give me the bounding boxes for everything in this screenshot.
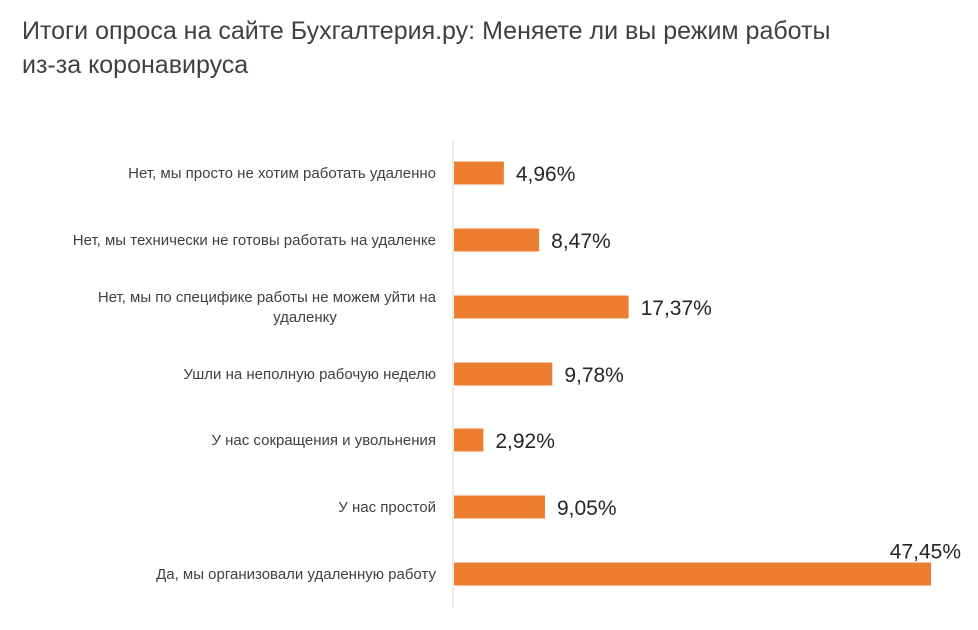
- category-label-line: Да, мы организовали удаленную работу: [156, 566, 436, 583]
- category-label: У нас простой: [338, 499, 436, 516]
- bars-group: [454, 161, 931, 586]
- value-label: 8,47%: [551, 230, 611, 253]
- bar: [454, 495, 545, 519]
- bar: [454, 161, 504, 185]
- value-label: 9,05%: [557, 497, 617, 520]
- category-label-line: Ушли на неполную рабочую неделю: [183, 366, 436, 383]
- category-label-line: удаленку: [273, 309, 337, 326]
- value-label: 9,78%: [564, 364, 624, 387]
- value-label: 47,45%: [890, 541, 961, 564]
- bar: [454, 362, 553, 386]
- category-labels-group: Нет, мы просто не хотим работать удаленн…: [73, 165, 437, 583]
- bar: [454, 562, 931, 586]
- category-label: Нет, мы просто не хотим работать удаленн…: [128, 165, 436, 182]
- value-label: 2,92%: [495, 430, 555, 453]
- category-label-line: У нас сокращения и увольнения: [211, 432, 436, 449]
- category-label: Нет, мы технически не готовы работать на…: [73, 232, 436, 249]
- bar: [454, 428, 484, 452]
- value-label: 17,37%: [641, 297, 712, 320]
- chart-title: Итоги опроса на сайте Бухгалтерия.ру: Ме…: [22, 17, 831, 79]
- category-label: Ушли на неполную рабочую неделю: [183, 366, 436, 383]
- value-label: 4,96%: [516, 163, 576, 186]
- category-label-line: Нет, мы просто не хотим работать удаленн…: [128, 165, 436, 182]
- category-label: У нас сокращения и увольнения: [211, 432, 436, 449]
- category-label-line: Нет, мы технически не готовы работать на…: [73, 232, 436, 249]
- value-labels-group: 4,96% 8,47% 17,37% 9,78% 2,92% 9,05% 47,45%: [495, 163, 961, 564]
- category-label: Да, мы организовали удаленную работу: [156, 566, 436, 583]
- category-label-line: Нет, мы по специфике работы не можем уйт…: [98, 289, 437, 306]
- category-label-line: У нас простой: [338, 499, 436, 516]
- bar: [454, 228, 540, 252]
- category-label: Нет, мы по специфике работы не можем уйт…: [98, 289, 437, 326]
- bar: [454, 295, 629, 319]
